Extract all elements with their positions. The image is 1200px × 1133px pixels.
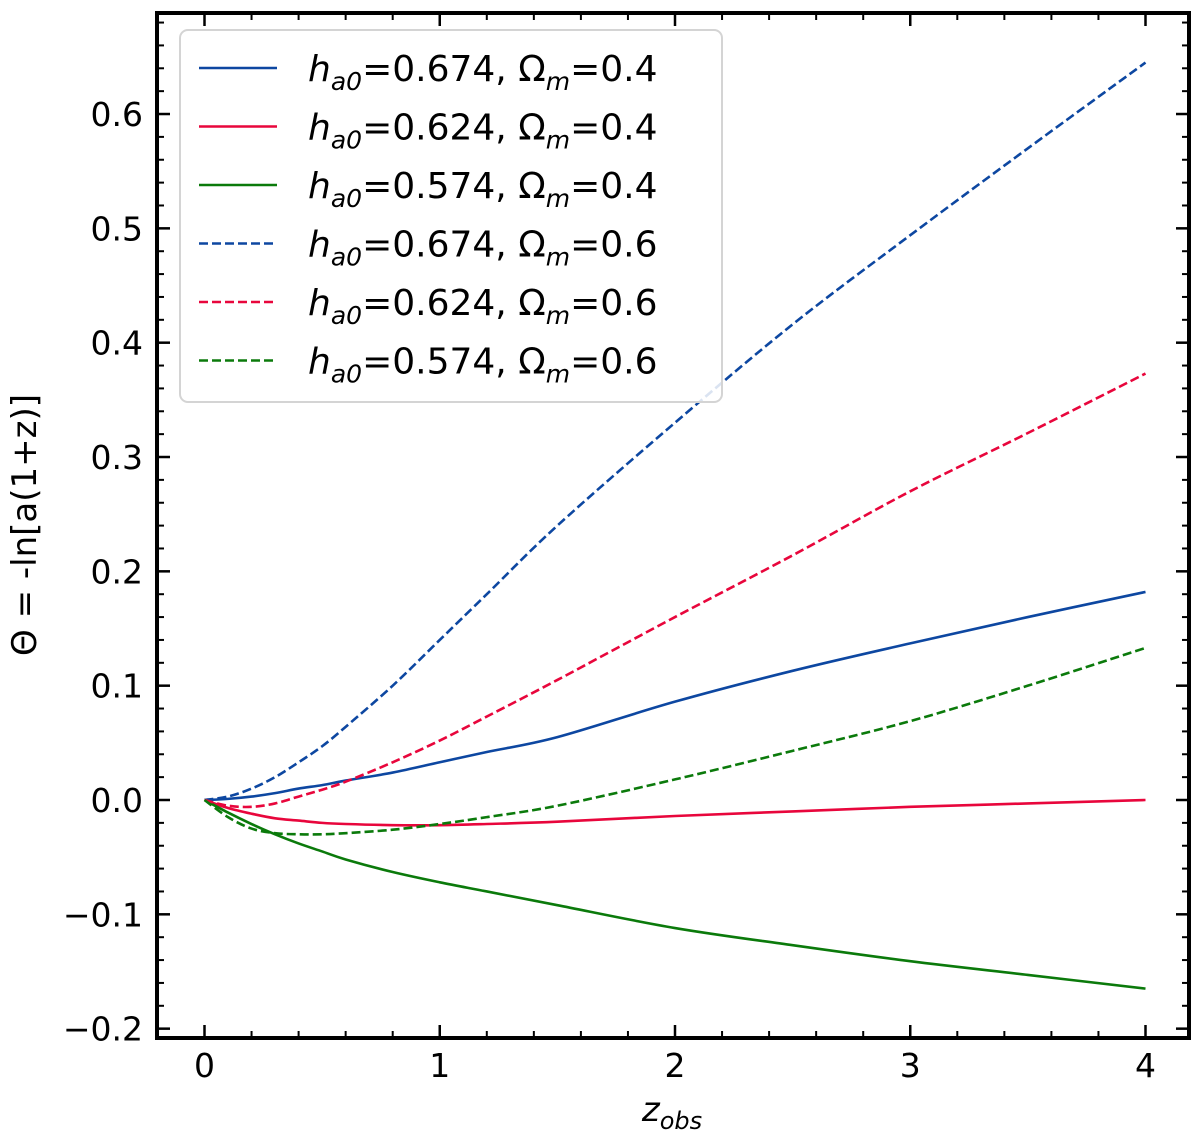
legend: ha0=0.674, Ωm=0.4 ha0=0.624, Ωm=0.4 ha0=0.… — [179, 29, 723, 403]
legend-label-4: ha0=0.674, Ωm=0.6 — [308, 225, 657, 272]
series-line-5 — [204, 372, 1147, 809]
legend-label-1: ha0=0.674, Ωm=0.4 — [308, 49, 657, 96]
y-tick-label: 0.4 — [91, 324, 143, 363]
series-line-2 — [204, 798, 1146, 827]
y-tick-label: −0.2 — [63, 1010, 143, 1049]
series-line-3 — [203, 798, 1146, 990]
axis-ticks: 0 1 2 3 4 −0.2 −0.1 0.0 0.1 0.2 0.3 0.4 0.5 0.6 — [63, 13, 1189, 1085]
y-tick-label: 0.0 — [91, 781, 143, 820]
legend-label-5: ha0=0.624, Ωm=0.6 — [308, 283, 657, 330]
y-tick-label: 0.1 — [91, 667, 143, 706]
series-line-4 — [204, 61, 1147, 802]
x-tick-label: 1 — [429, 1046, 450, 1085]
legend-label-3: ha0=0.574, Ωm=0.4 — [308, 166, 657, 213]
y-tick-label: −0.1 — [63, 895, 143, 934]
legend-label-6: ha0=0.574, Ωm=0.6 — [308, 342, 657, 389]
y-axis-label: Θ = -ln[a(1+z)] — [5, 394, 45, 656]
y-tick-label: 0.2 — [91, 552, 143, 591]
x-tick-label: 0 — [194, 1046, 215, 1085]
series-line-1 — [204, 590, 1146, 802]
series-line-6 — [203, 646, 1146, 836]
series-layer — [203, 61, 1147, 990]
x-tick-label: 3 — [900, 1046, 921, 1085]
x-axis-label: zobs — [641, 1090, 702, 1133]
legend-box — [179, 29, 723, 403]
x-tick-label: 4 — [1135, 1046, 1156, 1085]
y-tick-label: 0.3 — [91, 438, 143, 477]
legend-label-2: ha0=0.624, Ωm=0.4 — [308, 108, 657, 155]
plot-frame — [155, 11, 1191, 1040]
y-tick-label: 0.5 — [91, 209, 143, 248]
x-tick-label: 2 — [665, 1046, 686, 1085]
y-tick-label: 0.6 — [91, 95, 143, 134]
